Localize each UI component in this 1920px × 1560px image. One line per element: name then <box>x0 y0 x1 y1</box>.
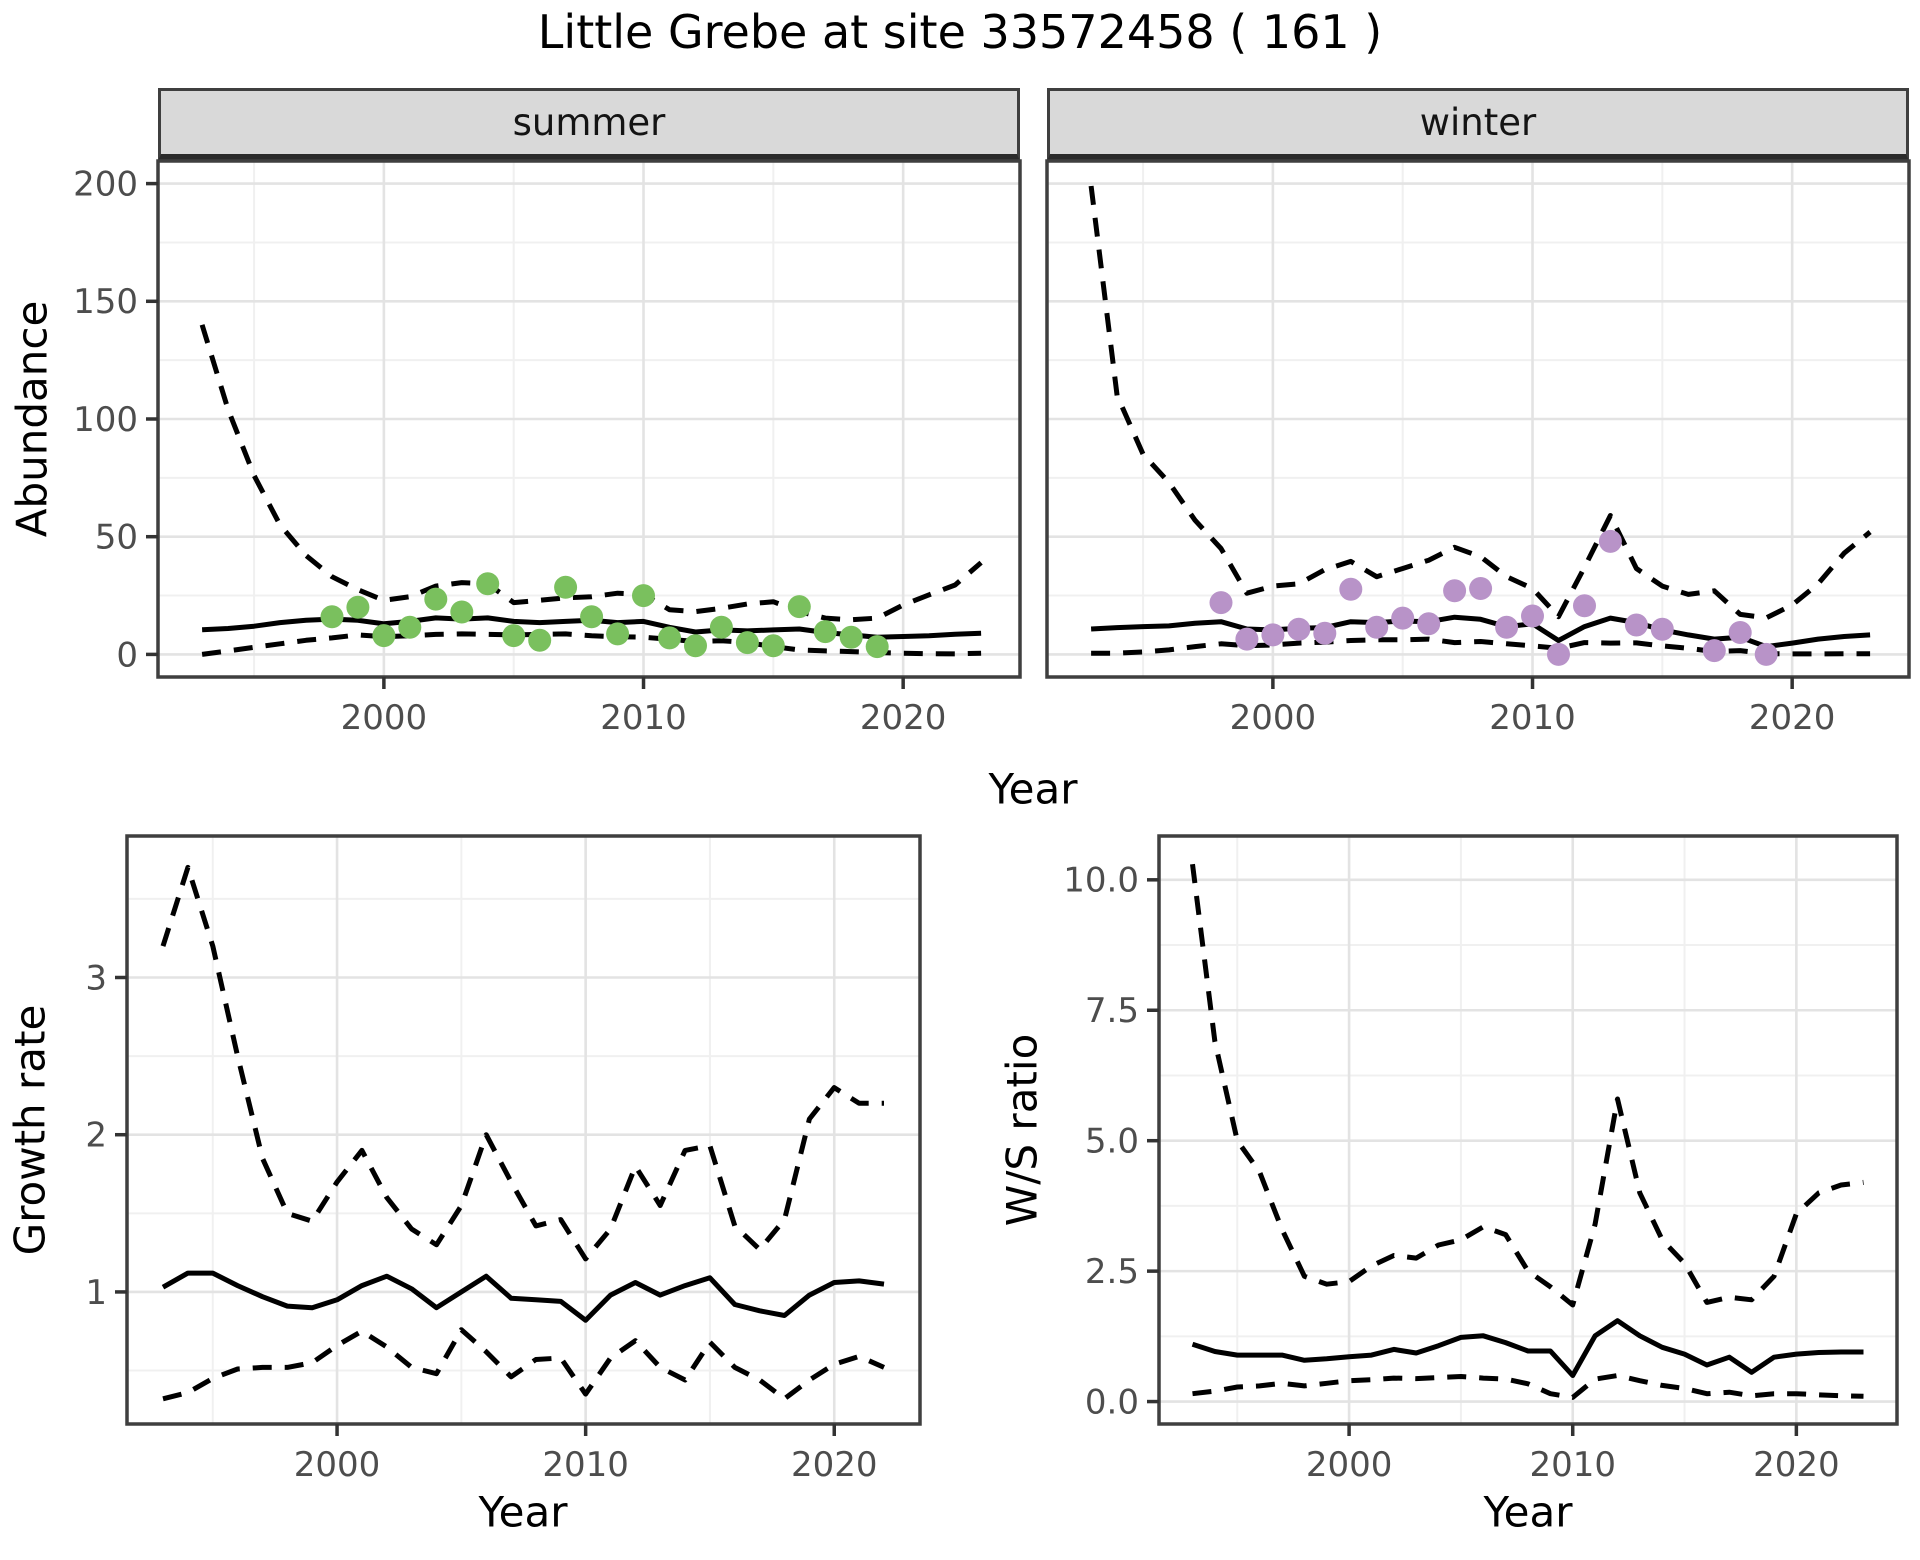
x-axis-label-year-top: Year <box>988 764 1078 814</box>
summer-abundance-y-tick-label: 200 <box>73 164 138 204</box>
ws-ratio-series-lower_ci <box>1192 1373 1864 1400</box>
growth-rate-y-tick-label: 2 <box>85 1116 107 1156</box>
winter-abundance-data-point <box>1313 621 1337 645</box>
summer-abundance-data-point <box>502 624 526 648</box>
winter-abundance-data-point <box>1469 577 1493 600</box>
growth-rate-panel <box>127 836 920 1424</box>
summer-abundance-data-point <box>735 631 759 655</box>
summer-abundance-data-point <box>476 572 500 596</box>
ws-ratio-panel-border <box>1157 834 1899 1426</box>
growth-rate-y-tick-label: 3 <box>85 958 107 998</box>
summer-abundance-series-lower_ci <box>201 631 982 657</box>
summer-abundance-data-point <box>346 595 370 619</box>
facet-strip-summer-label: summer <box>512 101 666 144</box>
summer-abundance-series-upper_ci <box>199 324 983 623</box>
winter-abundance-series-upper_ci <box>1088 185 1872 621</box>
winter-abundance-data-point <box>1702 639 1726 663</box>
winter-abundance-x-tick-label: 2020 <box>1749 698 1836 738</box>
ws-ratio-panel <box>1159 836 1897 1424</box>
winter-abundance-data-point <box>1521 604 1544 628</box>
summer-abundance-data-point <box>632 584 655 608</box>
growth-rate-panel-border <box>125 834 922 1426</box>
summer-abundance-data-point <box>372 624 396 648</box>
summer-abundance-x-tick-label: 2000 <box>341 698 428 738</box>
summer-abundance-data-point <box>684 634 707 658</box>
growth-rate-y-tick-label: 1 <box>85 1273 107 1313</box>
ws-ratio-x-tick-label: 2010 <box>1529 1445 1616 1485</box>
summer-abundance-data-point <box>606 622 630 646</box>
growth-rate-series-median <box>161 1270 885 1323</box>
winter-abundance-data-point <box>1573 594 1596 618</box>
growth-rate-series-upper_ci <box>160 864 884 1262</box>
ws-ratio-y-tick-label: 5.0 <box>1085 1122 1139 1162</box>
summer-abundance-data-point <box>580 605 604 629</box>
growth-rate-series-lower_ci <box>162 1327 886 1402</box>
facet-strip-winter-label: winter <box>1419 101 1537 144</box>
winter-abundance-data-point <box>1495 615 1519 639</box>
winter-abundance-data-point <box>1443 579 1467 603</box>
winter-abundance-data-point <box>1235 627 1259 651</box>
growth-rate-x-tick-label: 2000 <box>294 1445 381 1485</box>
summer-abundance-data-point <box>865 635 889 659</box>
winter-abundance-data-point <box>1598 529 1622 553</box>
growth-rate-x-tick-label: 2010 <box>542 1445 629 1485</box>
winter-abundance-series-lower_ci <box>1091 636 1871 657</box>
summer-abundance-data-point <box>320 605 344 629</box>
summer-abundance-data-point <box>658 626 681 650</box>
summer-abundance-data-point <box>398 615 422 639</box>
winter-abundance-data-point <box>1209 591 1233 615</box>
ws-ratio-x-tick-label: 2020 <box>1753 1445 1840 1485</box>
summer-abundance-y-tick-label: 0 <box>116 635 138 675</box>
winter-abundance-panel-border <box>1045 159 1911 679</box>
summer-abundance-data-point <box>813 620 837 644</box>
x-axis-label-year-growth: Year <box>478 1487 568 1537</box>
ws-ratio-series-upper_ci <box>1190 863 1864 1308</box>
summer-abundance-data-point <box>761 634 785 658</box>
summer-abundance-x-tick-label: 2020 <box>860 698 947 738</box>
facet-strip-summer: summer <box>158 88 1020 161</box>
winter-abundance-x-tick-label: 2000 <box>1230 698 1317 738</box>
summer-abundance-y-tick-label: 50 <box>95 518 138 558</box>
ws-ratio-series-median <box>1191 1318 1864 1378</box>
winter-abundance-data-point <box>1391 606 1415 630</box>
page-title: Little Grebe at site 33572458 ( 161 ) <box>537 5 1383 59</box>
winter-abundance-data-point <box>1339 577 1363 601</box>
summer-abundance-data-point <box>450 600 474 624</box>
winter-abundance-x-tick-label: 2010 <box>1489 698 1576 738</box>
winter-abundance-data-point <box>1547 642 1570 666</box>
facet-strip-winter: winter <box>1047 88 1909 161</box>
winter-abundance-data-point <box>1287 617 1311 641</box>
summer-abundance-data-point <box>554 575 578 599</box>
winter-abundance-data-point <box>1417 612 1441 636</box>
winter-abundance-data-point <box>1754 642 1778 666</box>
ws-ratio-y-tick-label: 0.0 <box>1085 1382 1139 1422</box>
winter-abundance-data-point <box>1728 621 1752 644</box>
growth-rate-x-tick-label: 2020 <box>791 1445 878 1485</box>
ws-ratio-y-tick-label: 2.5 <box>1085 1252 1139 1292</box>
ws-ratio-y-tick-label: 10.0 <box>1063 861 1139 901</box>
summer-abundance-y-tick-label: 100 <box>73 400 138 440</box>
summer-abundance-data-point <box>787 595 811 619</box>
winter-abundance-data-point <box>1261 623 1285 647</box>
winter-abundance-data-point <box>1624 613 1648 637</box>
ws-ratio-y-tick-label: 7.5 <box>1085 991 1139 1031</box>
winter-abundance-data-point <box>1650 617 1674 641</box>
ws-ratio-x-tick-label: 2000 <box>1306 1445 1393 1485</box>
winter-abundance-data-point <box>1365 615 1389 639</box>
summer-abundance-data-point <box>709 615 733 639</box>
summer-abundance-data-point <box>424 587 448 611</box>
summer-abundance-y-tick-label: 150 <box>73 282 138 322</box>
x-axis-label-year-ws: Year <box>1483 1487 1573 1537</box>
summer-abundance-data-point <box>839 625 863 649</box>
summer-abundance-data-point <box>528 628 552 652</box>
summer-abundance-x-tick-label: 2010 <box>600 698 687 738</box>
